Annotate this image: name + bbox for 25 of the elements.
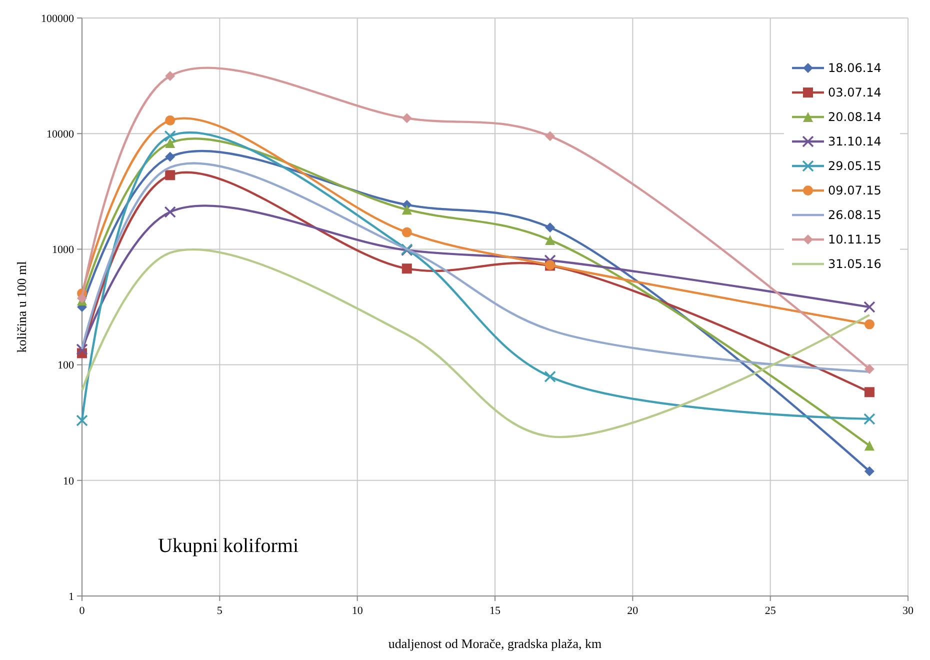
y-tick-label: 10 bbox=[63, 475, 74, 488]
x-tick-label: 25 bbox=[764, 605, 776, 617]
x-tick-label: 0 bbox=[79, 605, 86, 617]
x-axis-title: udaljenost od Morače, gradska plaža, km bbox=[388, 636, 602, 651]
legend-label: 09.07.15 bbox=[828, 184, 882, 198]
legend-label: 18.06.14 bbox=[828, 61, 882, 76]
legend-label: 20.08.14 bbox=[828, 110, 882, 124]
legend-label: 03.07.14 bbox=[828, 86, 882, 100]
x-tick-label: 5 bbox=[216, 605, 223, 617]
x-tick-label: 30 bbox=[902, 605, 914, 617]
y-axis-title: količina u 100 ml bbox=[14, 260, 29, 353]
legend-label: 10.11.15 bbox=[828, 232, 882, 247]
y-tick-label: 100000 bbox=[41, 12, 74, 25]
legend-label: 31.10.14 bbox=[828, 134, 882, 149]
legend-label: 31.05.16 bbox=[828, 257, 882, 272]
annotation: Ukupni koliformi bbox=[158, 535, 299, 557]
x-tick-label: 20 bbox=[627, 605, 639, 617]
legend-label: 26.08.15 bbox=[828, 208, 882, 222]
y-tick-label: 1000 bbox=[52, 244, 74, 256]
x-tick-label: 10 bbox=[352, 605, 364, 617]
legend-label: 29.05.15 bbox=[828, 159, 882, 174]
x-tick-label: 15 bbox=[490, 605, 501, 617]
y-tick-label: 10000 bbox=[46, 128, 74, 140]
y-tick-label: 1 bbox=[68, 590, 74, 603]
y-tick-label: 100 bbox=[58, 360, 74, 372]
